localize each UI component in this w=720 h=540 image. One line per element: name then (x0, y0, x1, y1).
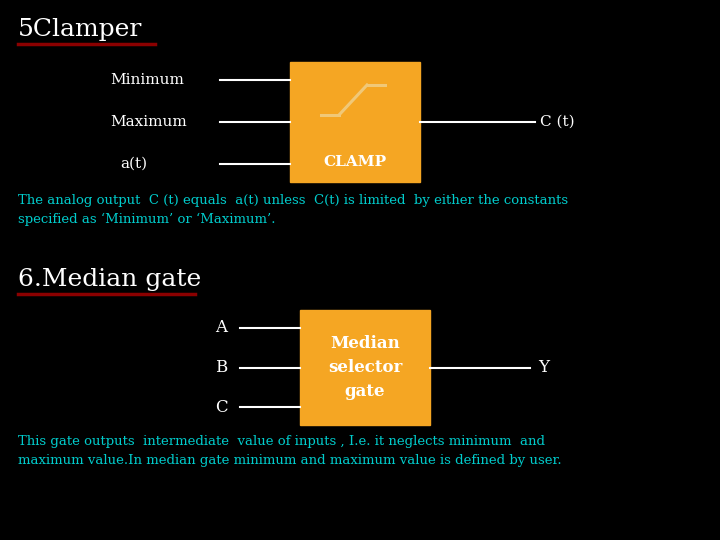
Text: CLAMP: CLAMP (323, 155, 387, 169)
Text: This gate outputs  intermediate  value of inputs , I.e. it neglects minimum  and: This gate outputs intermediate value of … (18, 435, 562, 467)
Bar (290, 62, 420, 182)
Text: 6.Median gate: 6.Median gate (18, 268, 202, 291)
Text: 5Clamper: 5Clamper (18, 18, 143, 41)
Text: C (t): C (t) (540, 115, 575, 129)
Text: Maximum: Maximum (110, 115, 186, 129)
Text: Median
selector
gate: Median selector gate (328, 335, 402, 400)
Text: The analog output  C (t) equals  a(t) unless  C(t) is limited  by either the con: The analog output C (t) equals a(t) unle… (18, 194, 568, 226)
Text: C: C (215, 399, 228, 415)
Text: A: A (215, 320, 227, 336)
Text: Minimum: Minimum (110, 73, 184, 87)
Text: Y: Y (538, 359, 549, 376)
Text: B: B (215, 359, 228, 376)
Bar (300, 310, 430, 425)
Text: a(t): a(t) (120, 157, 147, 171)
